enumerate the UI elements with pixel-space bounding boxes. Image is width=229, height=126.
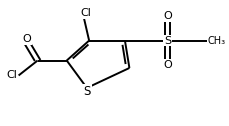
Text: S: S — [163, 36, 170, 46]
Text: O: O — [162, 60, 171, 70]
Text: O: O — [22, 34, 31, 44]
Text: Cl: Cl — [80, 8, 91, 18]
Text: O: O — [162, 11, 171, 21]
Text: Cl: Cl — [7, 70, 17, 81]
Text: CH₃: CH₃ — [207, 36, 225, 46]
Text: S: S — [83, 85, 90, 98]
